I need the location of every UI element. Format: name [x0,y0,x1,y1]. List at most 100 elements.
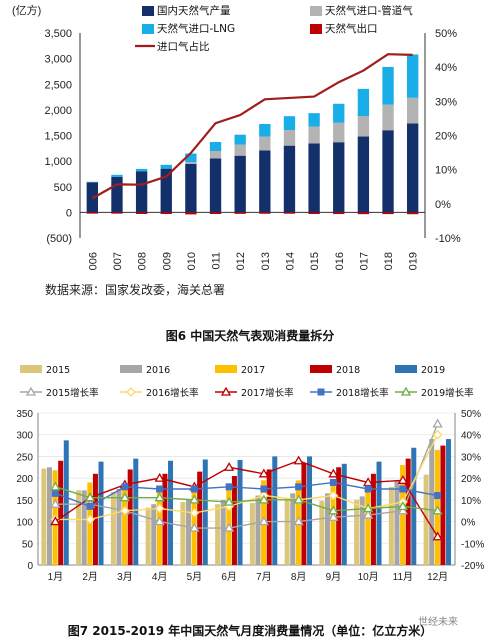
bar-2019 [168,460,174,565]
y-tick-label: (500) [46,233,72,245]
line-marker [363,509,374,519]
bar-2018 [440,445,446,565]
y2-tick-label: 0% [435,199,451,211]
line-marker [397,497,408,507]
bar-2019 [98,461,104,565]
y-tick-label: 200 [16,474,33,485]
line-marker [260,485,268,493]
y2-tick-label: 10% [435,165,457,177]
bar-2 [86,181,98,183]
bar-2018 [197,471,203,565]
line-marker [156,485,164,493]
bar-0 [357,136,370,213]
legend-label: 2016增长率 [146,387,199,399]
line-marker [154,472,165,482]
bar-2016 [81,490,87,565]
y2-tick-label: -10% [461,539,484,550]
y2-tick-label: 50% [435,28,457,40]
import-share-line [91,53,413,200]
bar-2016 [394,480,400,565]
bar-2019 [272,456,278,565]
x-tick-label: 10月 [358,571,379,583]
bar-2015 [388,486,394,565]
bar-2 [259,124,271,137]
legend-label: 天然气出口 [325,22,378,35]
legend-label: 2018增长率 [336,387,389,399]
bar-2 [209,142,222,152]
bar-2019 [411,447,417,565]
bar-2016 [116,489,122,565]
x-tick-label: 2011 [211,252,223,270]
bar-2017 [87,482,93,565]
growth-line [55,423,439,529]
bar-1 [308,126,320,144]
legend-swatch [142,6,154,16]
y-tick-label: 250 [16,452,33,463]
y-tick-label: 50 [22,539,34,550]
line-marker [328,468,339,478]
bar-2 [382,66,394,105]
x-tick-label: 2012 [235,252,247,270]
bar-2016 [46,467,52,565]
bar-0 [209,158,222,213]
bar-2016 [185,499,191,565]
y-axis-unit: (亿方) [12,3,41,17]
data-source-note: 数据来源：国家发改委，海关总署 [45,283,226,297]
growth-line [55,486,438,512]
x-tick-label: 2016 [334,252,346,270]
bar-2018 [92,473,98,565]
line-marker [86,502,94,510]
y2-tick-label: 20% [435,131,457,143]
x-tick-label: 2019 [408,252,420,270]
bar-2 [160,164,172,169]
line-marker [397,475,408,484]
legend-label: 2019增长率 [421,387,474,399]
bar-0 [160,168,172,213]
bar-2015 [41,468,47,565]
x-tick-label: 2009 [161,252,173,270]
bar-2019 [237,459,243,565]
x-tick-label: 8月 [291,571,307,583]
line-marker [50,498,61,508]
line-marker [293,494,304,505]
bar-2017 [52,470,58,565]
bar-2018 [231,475,237,565]
bar-2015 [284,499,290,565]
bar-0 [135,171,148,213]
bar-2018 [162,473,168,565]
y-tick-label: 3,000 [44,54,72,66]
bar-0 [259,150,271,213]
line-marker [224,461,235,471]
line-marker [190,485,198,493]
bar-1 [234,144,246,156]
bar-2018 [370,473,376,565]
legend-label: 2017增长率 [241,387,294,399]
line-marker [363,503,374,513]
line-marker [293,455,304,465]
bar-2018 [301,462,307,565]
bar-export [209,212,222,215]
x-tick-label: 2013 [260,252,272,270]
bar-2019 [133,458,139,565]
bar-2 [407,54,419,98]
line-marker [328,505,339,515]
bar-2017 [156,491,162,565]
x-tick-label: 2010 [186,252,198,270]
x-tick-label: 2007 [112,252,124,270]
line-marker [432,531,443,541]
bar-2017 [226,486,232,565]
y2-tick-label: 40% [461,431,481,442]
bar-2016 [429,439,435,565]
y2-tick-label: 50% [461,409,481,420]
line-marker [399,485,407,493]
line-marker [119,492,130,502]
bar-2 [283,116,296,131]
y-tick-label: 100 [16,518,33,529]
bar-export [111,212,123,214]
line-marker [295,483,303,491]
bar-2015 [180,502,186,565]
legend-swatch [310,365,332,373]
bar-2016 [151,504,157,565]
y-tick-label: 3,500 [44,28,72,40]
bar-2016 [220,499,226,565]
